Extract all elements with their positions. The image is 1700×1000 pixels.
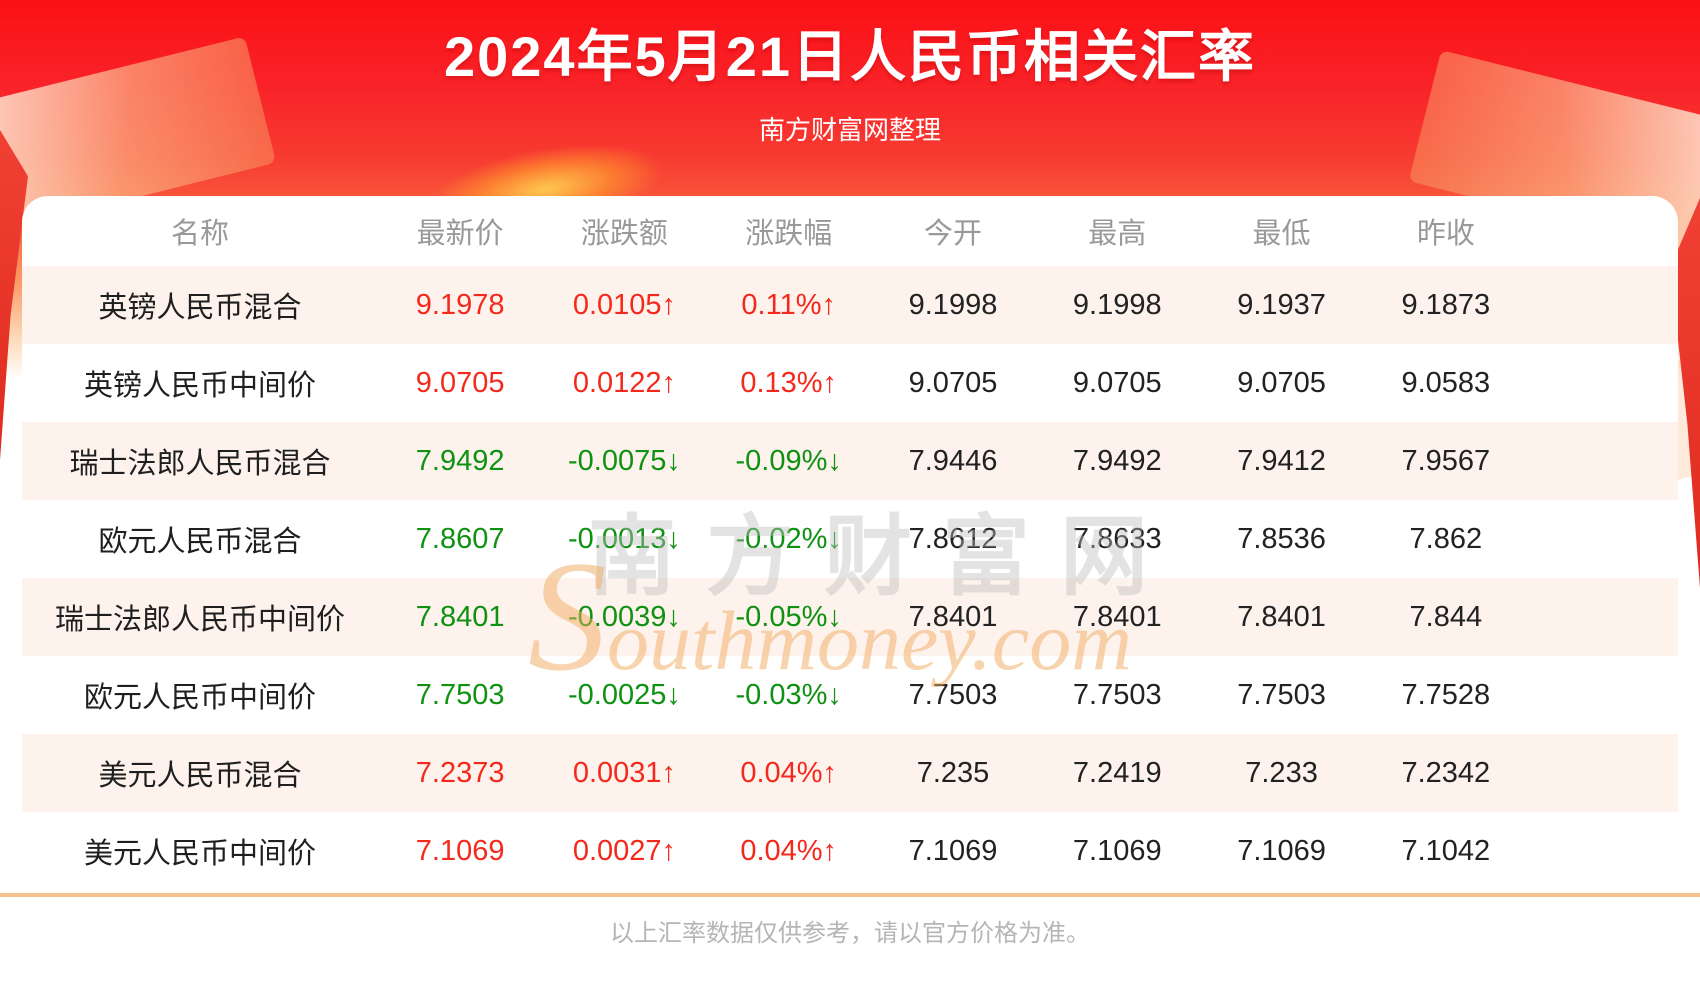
page-subtitle: 南方财富网整理 bbox=[758, 115, 941, 145]
prev-cell: 9.0583 bbox=[1401, 366, 1491, 399]
change-cell: 0.0122↑ bbox=[572, 366, 677, 399]
change-cell: -0.0025↓ bbox=[567, 678, 681, 711]
pct-cell: -0.02%↓ bbox=[735, 522, 842, 555]
high-cell: 7.1069 bbox=[1072, 834, 1162, 867]
column-header: 昨收 bbox=[1416, 218, 1475, 250]
high-cell: 7.7503 bbox=[1072, 678, 1162, 711]
change-cell: 0.0031↑ bbox=[572, 756, 677, 789]
prev-cell: 7.9567 bbox=[1401, 444, 1491, 477]
latest-cell: 7.9492 bbox=[415, 444, 505, 477]
table-row: 英镑人民币混合 9.1978 0.0105↑ 0.11%↑ 9.1998 9.1998 9.… bbox=[22, 266, 1678, 344]
pct-cell: -0.05%↓ bbox=[735, 600, 842, 633]
pct-cell: 0.13%↑ bbox=[740, 366, 838, 399]
table-header-row: 名称 最新价 涨跌额 涨跌幅 今开 最高 最低 昨收 bbox=[22, 196, 1678, 266]
page-title: 2024年5月21日人民币相关汇率 bbox=[443, 25, 1256, 88]
column-header: 最新价 bbox=[416, 218, 504, 250]
open-cell: 7.8401 bbox=[908, 600, 998, 633]
latest-cell: 9.1978 bbox=[415, 288, 505, 321]
footer-divider bbox=[0, 893, 1700, 897]
table-body: 英镑人民币混合 9.1978 0.0105↑ 0.11%↑ 9.1998 9.1998 9.… bbox=[22, 266, 1678, 890]
name-cell: 英镑人民币混合 bbox=[98, 292, 302, 324]
latest-cell: 9.0705 bbox=[415, 366, 505, 399]
high-cell: 9.0705 bbox=[1072, 366, 1162, 399]
name-cell: 英镑人民币中间价 bbox=[83, 370, 316, 402]
name-cell: 美元人民币中间价 bbox=[83, 838, 316, 870]
open-cell: 7.8612 bbox=[908, 522, 998, 555]
high-cell: 9.1998 bbox=[1072, 288, 1162, 321]
disclaimer-text: 以上汇率数据仅供参考，请以官方价格为准。 bbox=[610, 920, 1090, 947]
column-header: 涨跌额 bbox=[580, 218, 668, 250]
table-row: 瑞士法郎人民币中间价 7.8401 -0.0039↓ -0.05%↓ 7.8401 7.8… bbox=[22, 578, 1678, 656]
low-cell: 9.0705 bbox=[1237, 366, 1326, 399]
change-cell: -0.0013↓ bbox=[567, 522, 681, 555]
high-cell: 7.2419 bbox=[1072, 756, 1162, 789]
column-header: 涨跌幅 bbox=[745, 218, 833, 250]
table-row: 美元人民币中间价 7.1069 0.0027↑ 0.04%↑ 7.1069 7.1069 7… bbox=[22, 812, 1678, 890]
high-cell: 7.8401 bbox=[1072, 600, 1162, 633]
open-cell: 7.1069 bbox=[908, 834, 998, 867]
column-header: 名称 bbox=[170, 218, 229, 250]
pct-cell: -0.09%↓ bbox=[735, 444, 842, 477]
open-cell: 7.7503 bbox=[908, 678, 998, 711]
high-cell: 7.8633 bbox=[1072, 522, 1162, 555]
pct-cell: 0.11%↑ bbox=[741, 288, 836, 321]
exchange-rate-table: 名称 最新价 涨跌额 涨跌幅 今开 最高 最低 昨收 英镑人民币混合 9.1978 0.0105↑… bbox=[22, 196, 1678, 890]
pct-cell: 0.04%↑ bbox=[740, 756, 838, 789]
column-header: 最高 bbox=[1088, 218, 1147, 250]
prev-cell: 7.7528 bbox=[1401, 678, 1491, 711]
pct-cell: -0.03%↓ bbox=[735, 678, 842, 711]
name-cell: 瑞士法郎人民币中间价 bbox=[54, 604, 345, 636]
prev-cell: 7.2342 bbox=[1401, 756, 1491, 789]
latest-cell: 7.1069 bbox=[415, 834, 505, 867]
prev-cell: 9.1873 bbox=[1401, 288, 1491, 321]
change-cell: -0.0075↓ bbox=[567, 444, 681, 477]
name-cell: 美元人民币混合 bbox=[98, 760, 302, 792]
high-cell: 7.9492 bbox=[1072, 444, 1162, 477]
low-cell: 7.233 bbox=[1245, 756, 1318, 789]
table-row: 瑞士法郎人民币混合 7.9492 -0.0075↓ -0.09%↓ 7.9446 7.94… bbox=[22, 422, 1678, 500]
column-header: 最低 bbox=[1252, 218, 1311, 250]
table-row: 英镑人民币中间价 9.0705 0.0122↑ 0.13%↑ 9.0705 9.0705 9… bbox=[22, 344, 1678, 422]
change-cell: -0.0039↓ bbox=[567, 600, 681, 633]
latest-cell: 7.7503 bbox=[415, 678, 505, 711]
prev-cell: 7.862 bbox=[1409, 522, 1483, 555]
table-row: 欧元人民币混合 7.8607 -0.0013↓ -0.02%↓ 7.8612 7.8633… bbox=[22, 500, 1678, 578]
name-cell: 瑞士法郎人民币混合 bbox=[69, 448, 331, 480]
change-cell: 0.0027↑ bbox=[572, 834, 677, 867]
open-cell: 7.9446 bbox=[908, 444, 998, 477]
open-cell: 9.1998 bbox=[908, 288, 998, 321]
column-header: 今开 bbox=[923, 218, 982, 250]
prev-cell: 7.844 bbox=[1409, 600, 1483, 633]
low-cell: 9.1937 bbox=[1237, 288, 1326, 321]
low-cell: 7.8401 bbox=[1237, 600, 1326, 633]
change-cell: 0.0105↑ bbox=[572, 288, 677, 321]
name-cell: 欧元人民币混合 bbox=[98, 526, 302, 558]
low-cell: 7.7503 bbox=[1237, 678, 1326, 711]
low-cell: 7.8536 bbox=[1237, 522, 1326, 555]
low-cell: 7.1069 bbox=[1237, 834, 1326, 867]
open-cell: 9.0705 bbox=[908, 366, 998, 399]
latest-cell: 7.8401 bbox=[415, 600, 505, 633]
table-row: 美元人民币混合 7.2373 0.0031↑ 0.04%↑ 7.235 7.2419 7.2… bbox=[22, 734, 1678, 812]
pct-cell: 0.04%↑ bbox=[740, 834, 838, 867]
latest-cell: 7.8607 bbox=[415, 522, 505, 555]
low-cell: 7.9412 bbox=[1237, 444, 1326, 477]
prev-cell: 7.1042 bbox=[1401, 834, 1491, 867]
name-cell: 欧元人民币中间价 bbox=[83, 682, 316, 714]
table-row: 欧元人民币中间价 7.7503 -0.0025↓ -0.03%↓ 7.7503 7.750… bbox=[22, 656, 1678, 734]
open-cell: 7.235 bbox=[916, 756, 990, 789]
latest-cell: 7.2373 bbox=[415, 756, 505, 789]
